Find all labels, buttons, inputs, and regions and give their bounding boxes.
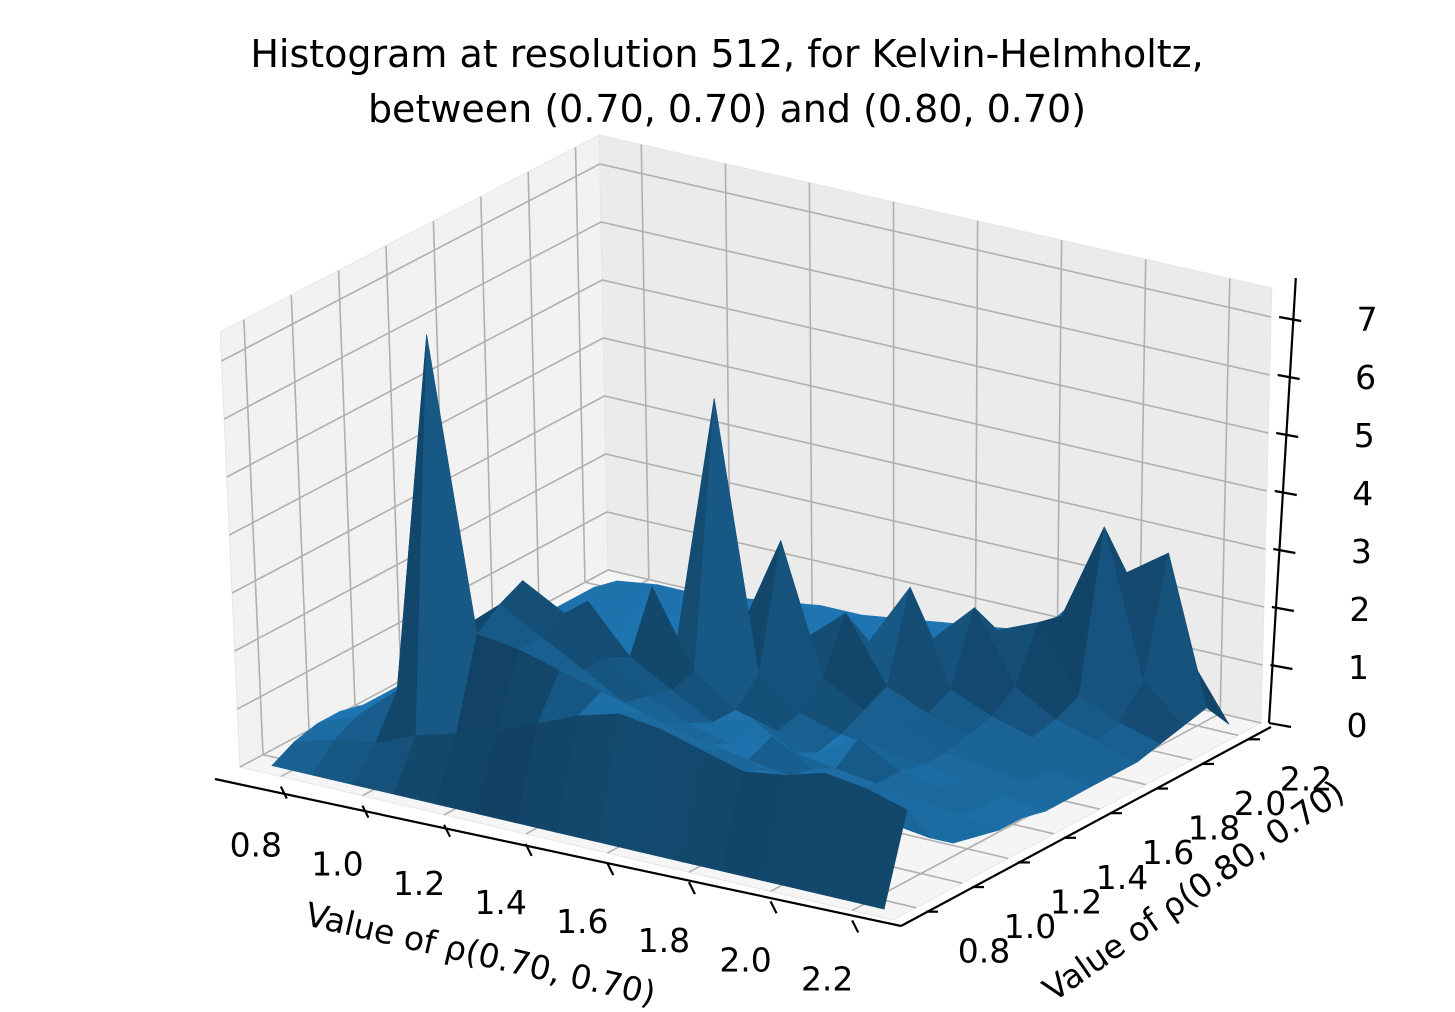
z-tick-label: 6: [1355, 358, 1376, 397]
x-tick: [443, 824, 452, 838]
z-tick: [1276, 431, 1299, 439]
x-tick: [524, 843, 533, 857]
x-tick: [769, 900, 778, 914]
z-tick: [1277, 373, 1300, 381]
z-axis-line: [1267, 277, 1297, 724]
surface-mesh: [271, 334, 1230, 910]
x-tick-label: 1.0: [311, 845, 363, 884]
y-axis-line: [900, 726, 1272, 927]
x-tick: [279, 786, 288, 800]
z-tick-label: 5: [1354, 416, 1375, 455]
x-tick: [606, 862, 615, 876]
x-tick-label: 1.6: [556, 902, 608, 941]
x-tick-label: 1.4: [474, 883, 526, 922]
grid-line-z: [231, 395, 1266, 594]
grid-line-z: [237, 511, 1263, 710]
z-tick-label: 2: [1349, 590, 1370, 629]
z-tick: [1273, 547, 1296, 555]
z-tick-label: 1: [1348, 648, 1369, 687]
z-tick: [1271, 605, 1295, 613]
x-tick: [361, 805, 370, 819]
x-tick-label: 2.0: [719, 940, 771, 979]
chart-title-line-2: between (0.70, 0.70) and (0.80, 0.70): [368, 87, 1086, 131]
z-tick: [1274, 489, 1297, 497]
grid-line-z: [229, 337, 1267, 536]
x-tick-label: 0.8: [230, 826, 282, 865]
y-tick-label: 1.0: [1004, 907, 1056, 946]
z-tick-label: 0: [1347, 706, 1368, 745]
grid-line-z: [221, 163, 1272, 362]
x-axis-line: [214, 777, 902, 928]
grid-line-z: [234, 453, 1265, 652]
z-tick-label: 7: [1357, 300, 1378, 339]
y-tick-label: 2.2: [1280, 759, 1332, 798]
grid-line-z: [226, 279, 1269, 478]
y-tick-label: 1.6: [1142, 833, 1194, 872]
x-tick-label: 1.8: [638, 921, 690, 960]
grid-line-z: [223, 221, 1270, 420]
z-tick: [1268, 721, 1292, 729]
x-tick-label: 2.2: [801, 959, 853, 998]
z-tick-label: 3: [1351, 532, 1372, 571]
x-tick-label: 1.2: [393, 864, 445, 903]
z-tick-label: 4: [1352, 474, 1373, 513]
axis-lines: [214, 277, 1302, 933]
z-tick: [1278, 315, 1302, 323]
z-tick: [1270, 663, 1293, 671]
y-tick-label: 1.4: [1096, 858, 1148, 897]
tick-labels: 0.8 1.0 1.2 1.4 1.6 1.8 2.0 2.20.81.01.21.41.61…: [230, 300, 1378, 998]
chart-title-line-1: Histogram at resolution 512, for Kelvin-…: [250, 32, 1203, 76]
y-tick-label: 0.8: [958, 932, 1010, 971]
y-tick-label: 1.8: [1188, 809, 1240, 848]
y-tick-label: 1.2: [1050, 882, 1102, 921]
x-tick: [851, 919, 860, 933]
y-tick-label: 2.0: [1234, 784, 1286, 823]
surface-facet: [842, 788, 908, 910]
x-tick: [687, 881, 696, 895]
